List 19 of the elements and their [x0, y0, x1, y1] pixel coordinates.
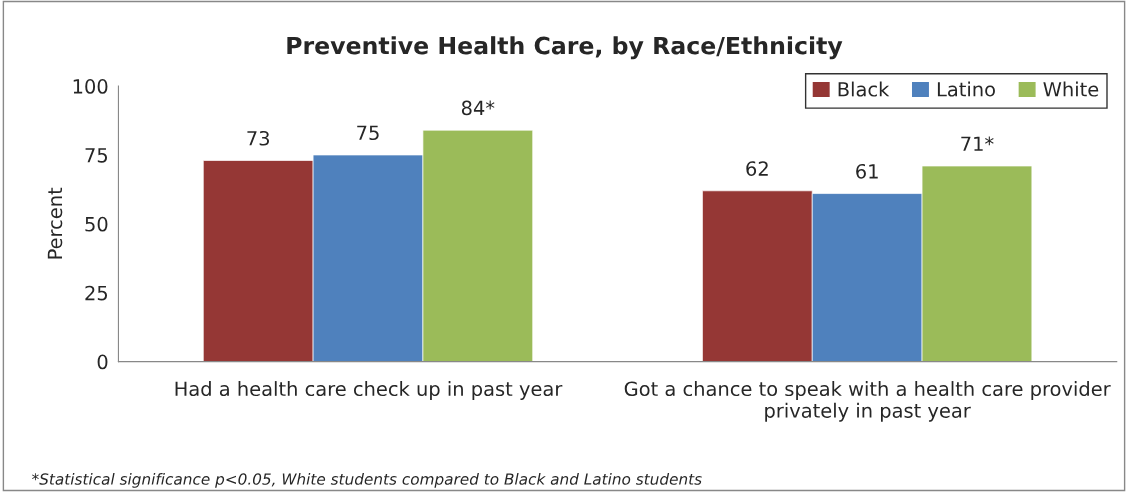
y-tick-label: 75 [85, 148, 108, 163]
data-label: 71* [961, 136, 994, 151]
y-tick-label: 0 [97, 354, 108, 370]
x-tick-label: Had a health care check up in past year [175, 381, 563, 400]
data-label: 62 [746, 161, 768, 176]
text: *Statistical significance p<0.05, White students compared to Black and Latino students [32, 473, 702, 488]
y-axis-title: Percent [47, 187, 63, 259]
y-tick-label: 100 [73, 79, 108, 94]
y-tick-label: 25 [85, 285, 108, 301]
data-label: 84* [461, 100, 495, 116]
data-label: 61 [856, 163, 878, 179]
x-tick-label: Got a chance to speak with a health care provider privately in past year [624, 381, 1111, 422]
legend-label: White [1043, 81, 1099, 97]
data-label: 73 [247, 130, 270, 146]
legend-label: Black [838, 81, 890, 97]
data-label: 75 [357, 125, 379, 141]
y-tick-label: 50 [85, 216, 108, 232]
chart-title: Preventive Health Care, by Race/Ethnicity [287, 36, 843, 60]
legend-label: Latino [937, 81, 995, 97]
